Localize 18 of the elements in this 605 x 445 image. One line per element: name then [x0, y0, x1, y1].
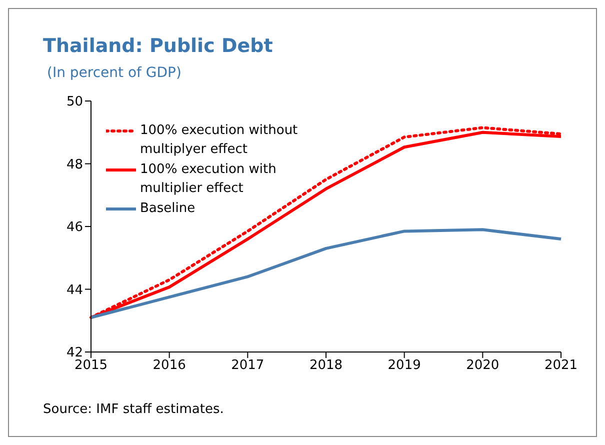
y-tick-label: 50: [66, 94, 83, 110]
chart-title: Thailand: Public Debt: [43, 35, 273, 57]
y-tick-label: 46: [66, 220, 83, 236]
x-tick-label: 2018: [309, 358, 343, 374]
x-tick-label: 2021: [544, 358, 578, 374]
x-tick-label: 2019: [388, 358, 421, 374]
x-tick-label: 2015: [74, 358, 108, 374]
source-note: Source: IMF staff estimates.: [43, 402, 224, 417]
y-tick-label: 44: [66, 282, 83, 298]
x-tick-label: 2017: [231, 358, 264, 374]
legend-label: 100% execution with multiplier effect: [140, 161, 278, 198]
line-series: [90, 228, 562, 319]
x-tick-label: 2016: [152, 358, 186, 374]
x-tick-label: 2020: [466, 358, 500, 374]
legend-label: Baseline: [140, 200, 196, 218]
chart-subtitle: (In percent of GDP): [47, 65, 182, 81]
y-tick-label: 48: [66, 157, 83, 172]
legend-label: 100% execution without multiplyer effect: [140, 122, 299, 159]
